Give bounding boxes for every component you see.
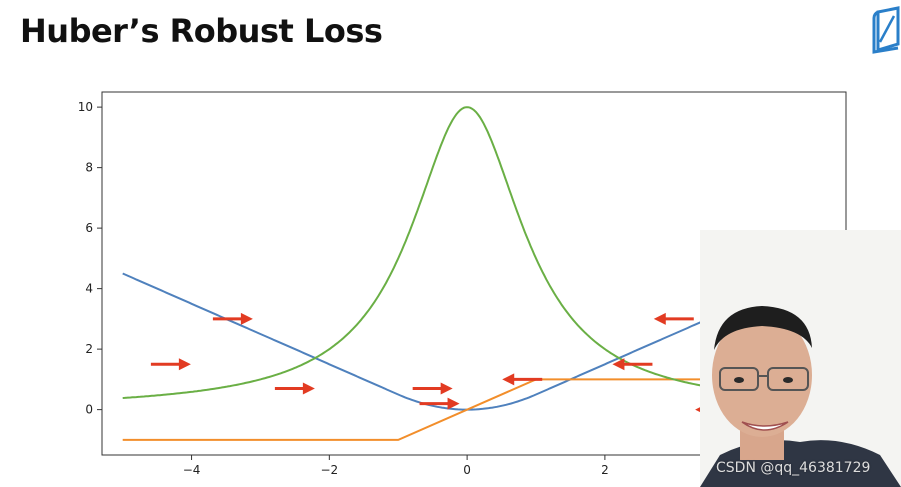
- slide-title: Huber’s Robust Loss: [20, 12, 383, 50]
- annotation-arrow-6: [502, 373, 543, 386]
- y-tick-label: 8: [85, 161, 93, 175]
- y-tick-label: 4: [85, 282, 93, 296]
- axis-layer: −4 −2 0 2 0 2 4 6 8 10: [78, 100, 609, 477]
- annotation-arrow-4: [412, 382, 453, 395]
- y-tick-label: 0: [85, 403, 93, 417]
- annotation-arrow-3: [274, 382, 315, 395]
- annotation-arrow-8: [653, 312, 694, 325]
- watermark: CSDN @qq_46381729: [716, 460, 871, 476]
- y-tick-label: 6: [85, 221, 93, 235]
- y-tick-label: 2: [85, 342, 93, 356]
- x-tick-label: −4: [183, 463, 201, 477]
- annotation-layer: [150, 312, 736, 416]
- x-tick-label: 2: [601, 463, 609, 477]
- series-line-3: [122, 106, 709, 399]
- book-logo-icon: [872, 4, 901, 56]
- annotation-arrow-1: [150, 358, 191, 371]
- y-tick-label: 10: [78, 100, 93, 114]
- annotation-arrow-7: [612, 358, 653, 371]
- annotation-arrow-2: [212, 312, 253, 325]
- x-tick-label: 0: [463, 463, 471, 477]
- series-layer: [122, 106, 812, 441]
- presenter-video-icon: [700, 230, 901, 487]
- x-tick-label: −2: [320, 463, 338, 477]
- annotation-arrow-5: [419, 397, 460, 410]
